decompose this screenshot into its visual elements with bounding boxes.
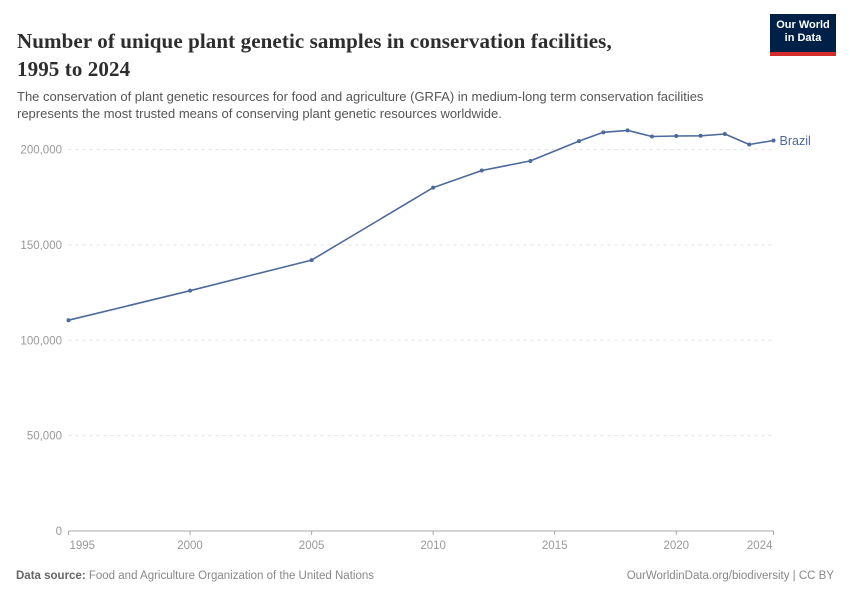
data-point[interactable] bbox=[479, 168, 484, 173]
x-tick-label: 2020 bbox=[663, 540, 689, 552]
data-point[interactable] bbox=[625, 128, 630, 133]
x-tick-label: 2005 bbox=[299, 540, 325, 552]
x-tick-label: 2024 bbox=[747, 540, 773, 552]
chart-title: Number of unique plant genetic samples i… bbox=[17, 27, 757, 83]
x-tick-label: 2010 bbox=[420, 540, 446, 552]
chart-title-line1: Number of unique plant genetic samples i… bbox=[17, 29, 612, 54]
x-tick-label: 2000 bbox=[177, 540, 203, 552]
data-point[interactable] bbox=[698, 133, 703, 138]
data-source-text: Food and Agriculture Organization of the… bbox=[85, 570, 374, 582]
x-tick-label: 1995 bbox=[70, 540, 96, 552]
series-label[interactable]: Brazil bbox=[780, 134, 811, 148]
owid-logo[interactable]: Our World in Data bbox=[770, 14, 836, 56]
data-point[interactable] bbox=[577, 139, 582, 144]
data-line[interactable] bbox=[67, 129, 775, 322]
y-tick-label: 50,000 bbox=[27, 431, 62, 443]
data-point[interactable] bbox=[747, 142, 752, 147]
data-point[interactable] bbox=[674, 133, 679, 138]
data-point[interactable] bbox=[188, 288, 193, 293]
data-point[interactable] bbox=[309, 258, 314, 263]
owid-logo-line2: in Data bbox=[784, 32, 822, 44]
data-point[interactable] bbox=[771, 138, 776, 143]
data-point[interactable] bbox=[722, 132, 727, 137]
owid-logo-line1: Our World bbox=[776, 19, 830, 31]
attribution-link[interactable]: OurWorldinData.org/biodiversity | CC BY bbox=[626, 570, 834, 582]
y-tick-label: 200,000 bbox=[20, 145, 62, 157]
data-point[interactable] bbox=[528, 158, 533, 163]
chart-subtitle: The conservation of plant genetic resour… bbox=[17, 89, 704, 121]
y-tick-label: 0 bbox=[56, 526, 62, 538]
data-source: Data source: Food and Agriculture Organi… bbox=[16, 570, 374, 582]
x-tick-label: 2015 bbox=[542, 540, 568, 552]
data-point[interactable] bbox=[431, 185, 436, 190]
chart-title-line2: 1995 to 2024 bbox=[17, 57, 131, 82]
data-point[interactable] bbox=[66, 318, 71, 323]
y-tick-label: 150,000 bbox=[20, 240, 62, 252]
data-point[interactable] bbox=[649, 134, 654, 139]
chart-footer: Data source: Food and Agriculture Organi… bbox=[0, 567, 850, 591]
data-point[interactable] bbox=[601, 130, 606, 135]
y-tick-label: 100,000 bbox=[20, 335, 62, 347]
data-source-label: Data source: bbox=[16, 570, 86, 582]
